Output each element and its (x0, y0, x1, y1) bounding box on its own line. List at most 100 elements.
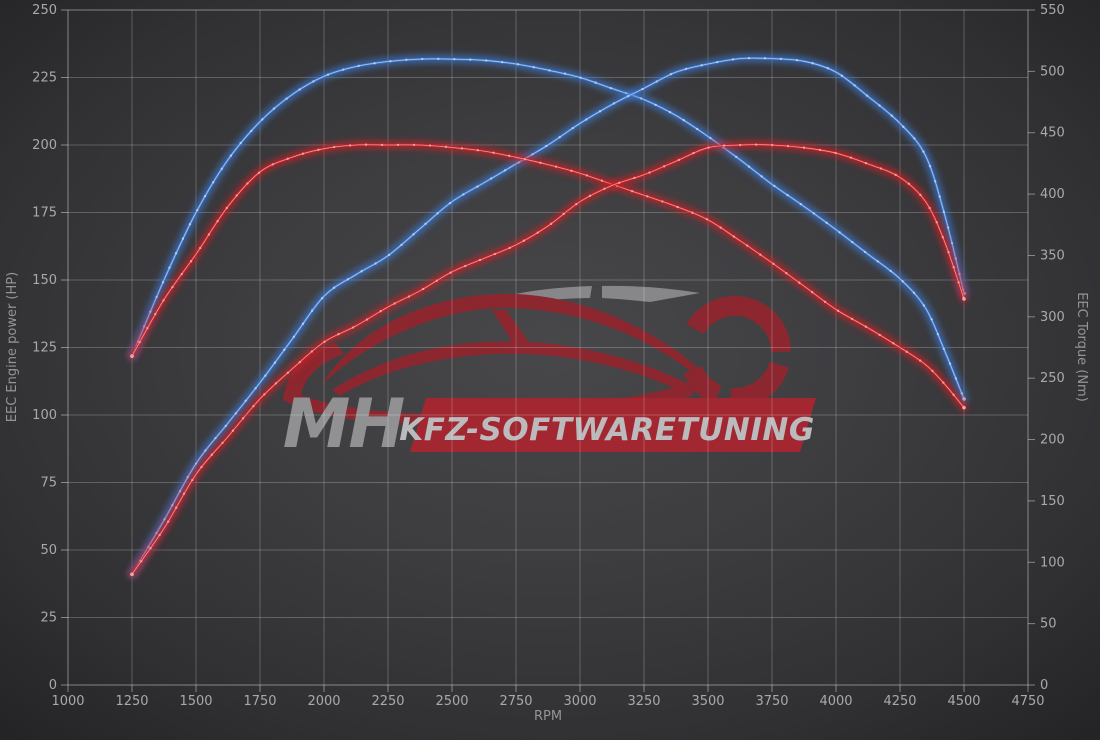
x-tick-label: 3000 (563, 694, 596, 709)
data-point-marker (158, 533, 161, 537)
data-point-marker (271, 163, 274, 166)
data-point-marker (320, 297, 324, 300)
data-point-marker (588, 194, 592, 197)
data-point-marker (175, 506, 178, 509)
data-point-marker (257, 171, 261, 174)
data-point-marker (812, 212, 815, 215)
curve-start-marker (130, 572, 134, 577)
data-point-marker (531, 153, 534, 156)
data-point-marker (171, 285, 174, 289)
data-point-marker (476, 149, 479, 152)
x-tick-label: 4000 (819, 694, 852, 709)
data-point-marker (663, 165, 666, 168)
data-point-marker (224, 424, 227, 428)
data-point-marker (292, 335, 295, 339)
data-point-marker (773, 184, 776, 188)
data-point-marker (950, 241, 954, 245)
data-point-marker (811, 291, 814, 294)
y-left-tick-label: 50 (40, 543, 57, 558)
data-point-marker (421, 57, 424, 61)
y-right-tick-label: 400 (1040, 187, 1065, 202)
data-point-marker (798, 281, 801, 284)
data-point-marker (351, 326, 355, 329)
data-point-marker (522, 239, 526, 242)
data-point-marker (167, 520, 170, 523)
data-point-marker (823, 300, 827, 303)
data-point-marker (692, 151, 695, 155)
y-left-tick-label: 250 (32, 3, 57, 18)
data-point-marker (244, 399, 247, 402)
data-point-marker (436, 212, 439, 215)
data-point-marker (850, 317, 854, 321)
data-point-marker (508, 154, 511, 158)
x-tick-label: 2000 (307, 694, 340, 709)
data-point-marker (747, 165, 751, 168)
data-point-marker (189, 260, 193, 263)
data-point-marker (332, 286, 336, 289)
x-tick-label: 3250 (627, 694, 660, 709)
data-point-marker (655, 80, 658, 83)
data-point-marker (563, 72, 567, 75)
data-point-marker (931, 369, 934, 373)
y-left-tick-label: 125 (32, 341, 57, 356)
data-point-marker (437, 57, 440, 61)
data-point-marker (682, 119, 685, 122)
data-point-marker (523, 158, 527, 161)
data-point-marker (333, 145, 336, 149)
data-point-marker (216, 219, 219, 223)
data-point-marker (864, 325, 868, 328)
data-point-marker (263, 393, 266, 396)
data-point-marker (779, 57, 783, 61)
data-point-marker (422, 287, 425, 291)
x-tick-label: 1000 (51, 694, 84, 709)
data-point-marker (235, 194, 238, 197)
data-point-marker (739, 143, 742, 147)
y-right-tick-label: 150 (1040, 494, 1065, 509)
data-point-marker (348, 144, 352, 147)
data-point-marker (562, 212, 565, 216)
data-point-marker (609, 86, 612, 90)
data-point-marker (469, 58, 472, 61)
data-point-marker (149, 547, 152, 550)
x-tick-label: 4750 (1011, 694, 1044, 709)
data-point-marker (585, 174, 588, 177)
swoosh-icon (602, 285, 700, 302)
data-point-marker (212, 181, 215, 184)
data-point-marker (834, 151, 837, 155)
data-point-marker (786, 193, 789, 197)
data-point-marker (907, 182, 911, 185)
data-point-marker (373, 62, 376, 65)
data-point-marker (579, 76, 582, 79)
data-point-marker (838, 231, 841, 234)
data-point-marker (396, 143, 400, 147)
data-point-marker (818, 148, 822, 152)
data-point-marker (200, 465, 203, 469)
data-point-marker (894, 173, 897, 176)
x-tick-label: 2500 (435, 694, 468, 709)
data-point-marker (598, 110, 602, 113)
data-point-marker (709, 136, 712, 140)
data-point-marker (913, 137, 916, 140)
y-left-tick-label: 75 (40, 476, 57, 491)
data-point-marker (864, 161, 868, 165)
data-point-marker (934, 180, 937, 183)
data-point-marker (490, 177, 493, 180)
data-point-marker (746, 244, 749, 247)
curve-end-marker (962, 405, 966, 410)
data-point-marker (462, 193, 465, 196)
x-tick-label: 1250 (115, 694, 148, 709)
data-point-marker (220, 167, 223, 170)
data-point-marker (612, 102, 616, 105)
data-point-marker (747, 56, 751, 60)
data-point-marker (254, 387, 257, 390)
data-point-marker (785, 272, 788, 275)
data-point-marker (250, 129, 253, 133)
data-point-marker (298, 360, 301, 364)
data-point-marker (786, 144, 790, 148)
data-point-marker (759, 253, 762, 256)
data-point-marker (691, 211, 694, 214)
y-left-tick-label: 0 (49, 678, 57, 693)
data-point-marker (669, 73, 673, 76)
